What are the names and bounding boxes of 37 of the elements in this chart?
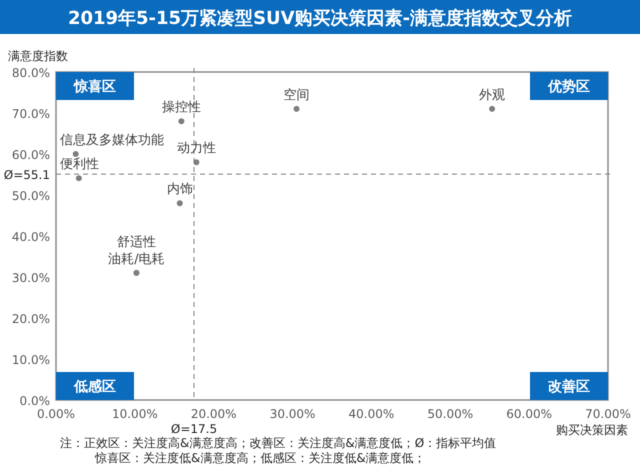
text: 注：正效区：关注度高&满意度高；改善区：关注度高&满意度低；Ø：指标平均值	[60, 436, 496, 450]
y-tick-label: 40.0%	[12, 230, 50, 244]
x-tick-label: 70.00%	[585, 407, 631, 421]
data-label: 外观	[479, 88, 506, 103]
y-tick-label: 10.0%	[12, 353, 50, 367]
data-label: 信息及多媒体功能	[60, 133, 164, 148]
y-tick-label: 50.0%	[12, 189, 50, 203]
data-label: 动力性	[176, 141, 216, 156]
x-tick-label: 20.00%	[190, 407, 237, 421]
x-tick-label: 50.00%	[427, 407, 474, 421]
text: 惊喜区：关注度低&满意度高；低感区：关注度低&满意度低；	[94, 451, 426, 465]
data-label: 舒适性	[116, 234, 156, 250]
data-label: 空间	[284, 88, 310, 103]
y-tick-label: 20.0%	[12, 312, 50, 326]
y-tick-label: 70.0%	[12, 107, 50, 121]
annotation: 低感区	[73, 379, 116, 395]
y-tick-label: 60.0%	[12, 148, 50, 162]
y-tick-label: 30.0%	[12, 271, 50, 285]
annotation: 优势区	[547, 79, 590, 95]
x-tick-label: 0.00%	[36, 407, 76, 421]
x-tick-label: 30.00%	[270, 407, 316, 421]
data-label: 操控性	[162, 100, 201, 116]
x-axis-title: 购买决策因素	[556, 423, 628, 437]
y-tick-label: 0.0%	[20, 394, 50, 408]
y-axis-title: 满意度指数	[8, 49, 68, 63]
annotation: 惊喜区	[73, 78, 116, 95]
x-tick-label: 40.00%	[348, 407, 394, 421]
y-tick-label: 80.0%	[12, 66, 50, 80]
chart-title: 2019年5-15万紧凑型SUV购买决策因素-满意度指数交叉分析	[68, 8, 572, 29]
data-label: 油耗/电耗	[108, 252, 165, 267]
data-label: 便利性	[60, 157, 99, 172]
x-tick-label: 10.00%	[112, 407, 158, 421]
ref-line-label: Ø=17.5	[170, 422, 218, 436]
x-tick-label: 60.00%	[506, 407, 552, 421]
ref-line-label: Ø=55.1	[4, 168, 50, 182]
annotation: 改善区	[548, 378, 590, 395]
data-label: 内饰	[166, 182, 193, 198]
